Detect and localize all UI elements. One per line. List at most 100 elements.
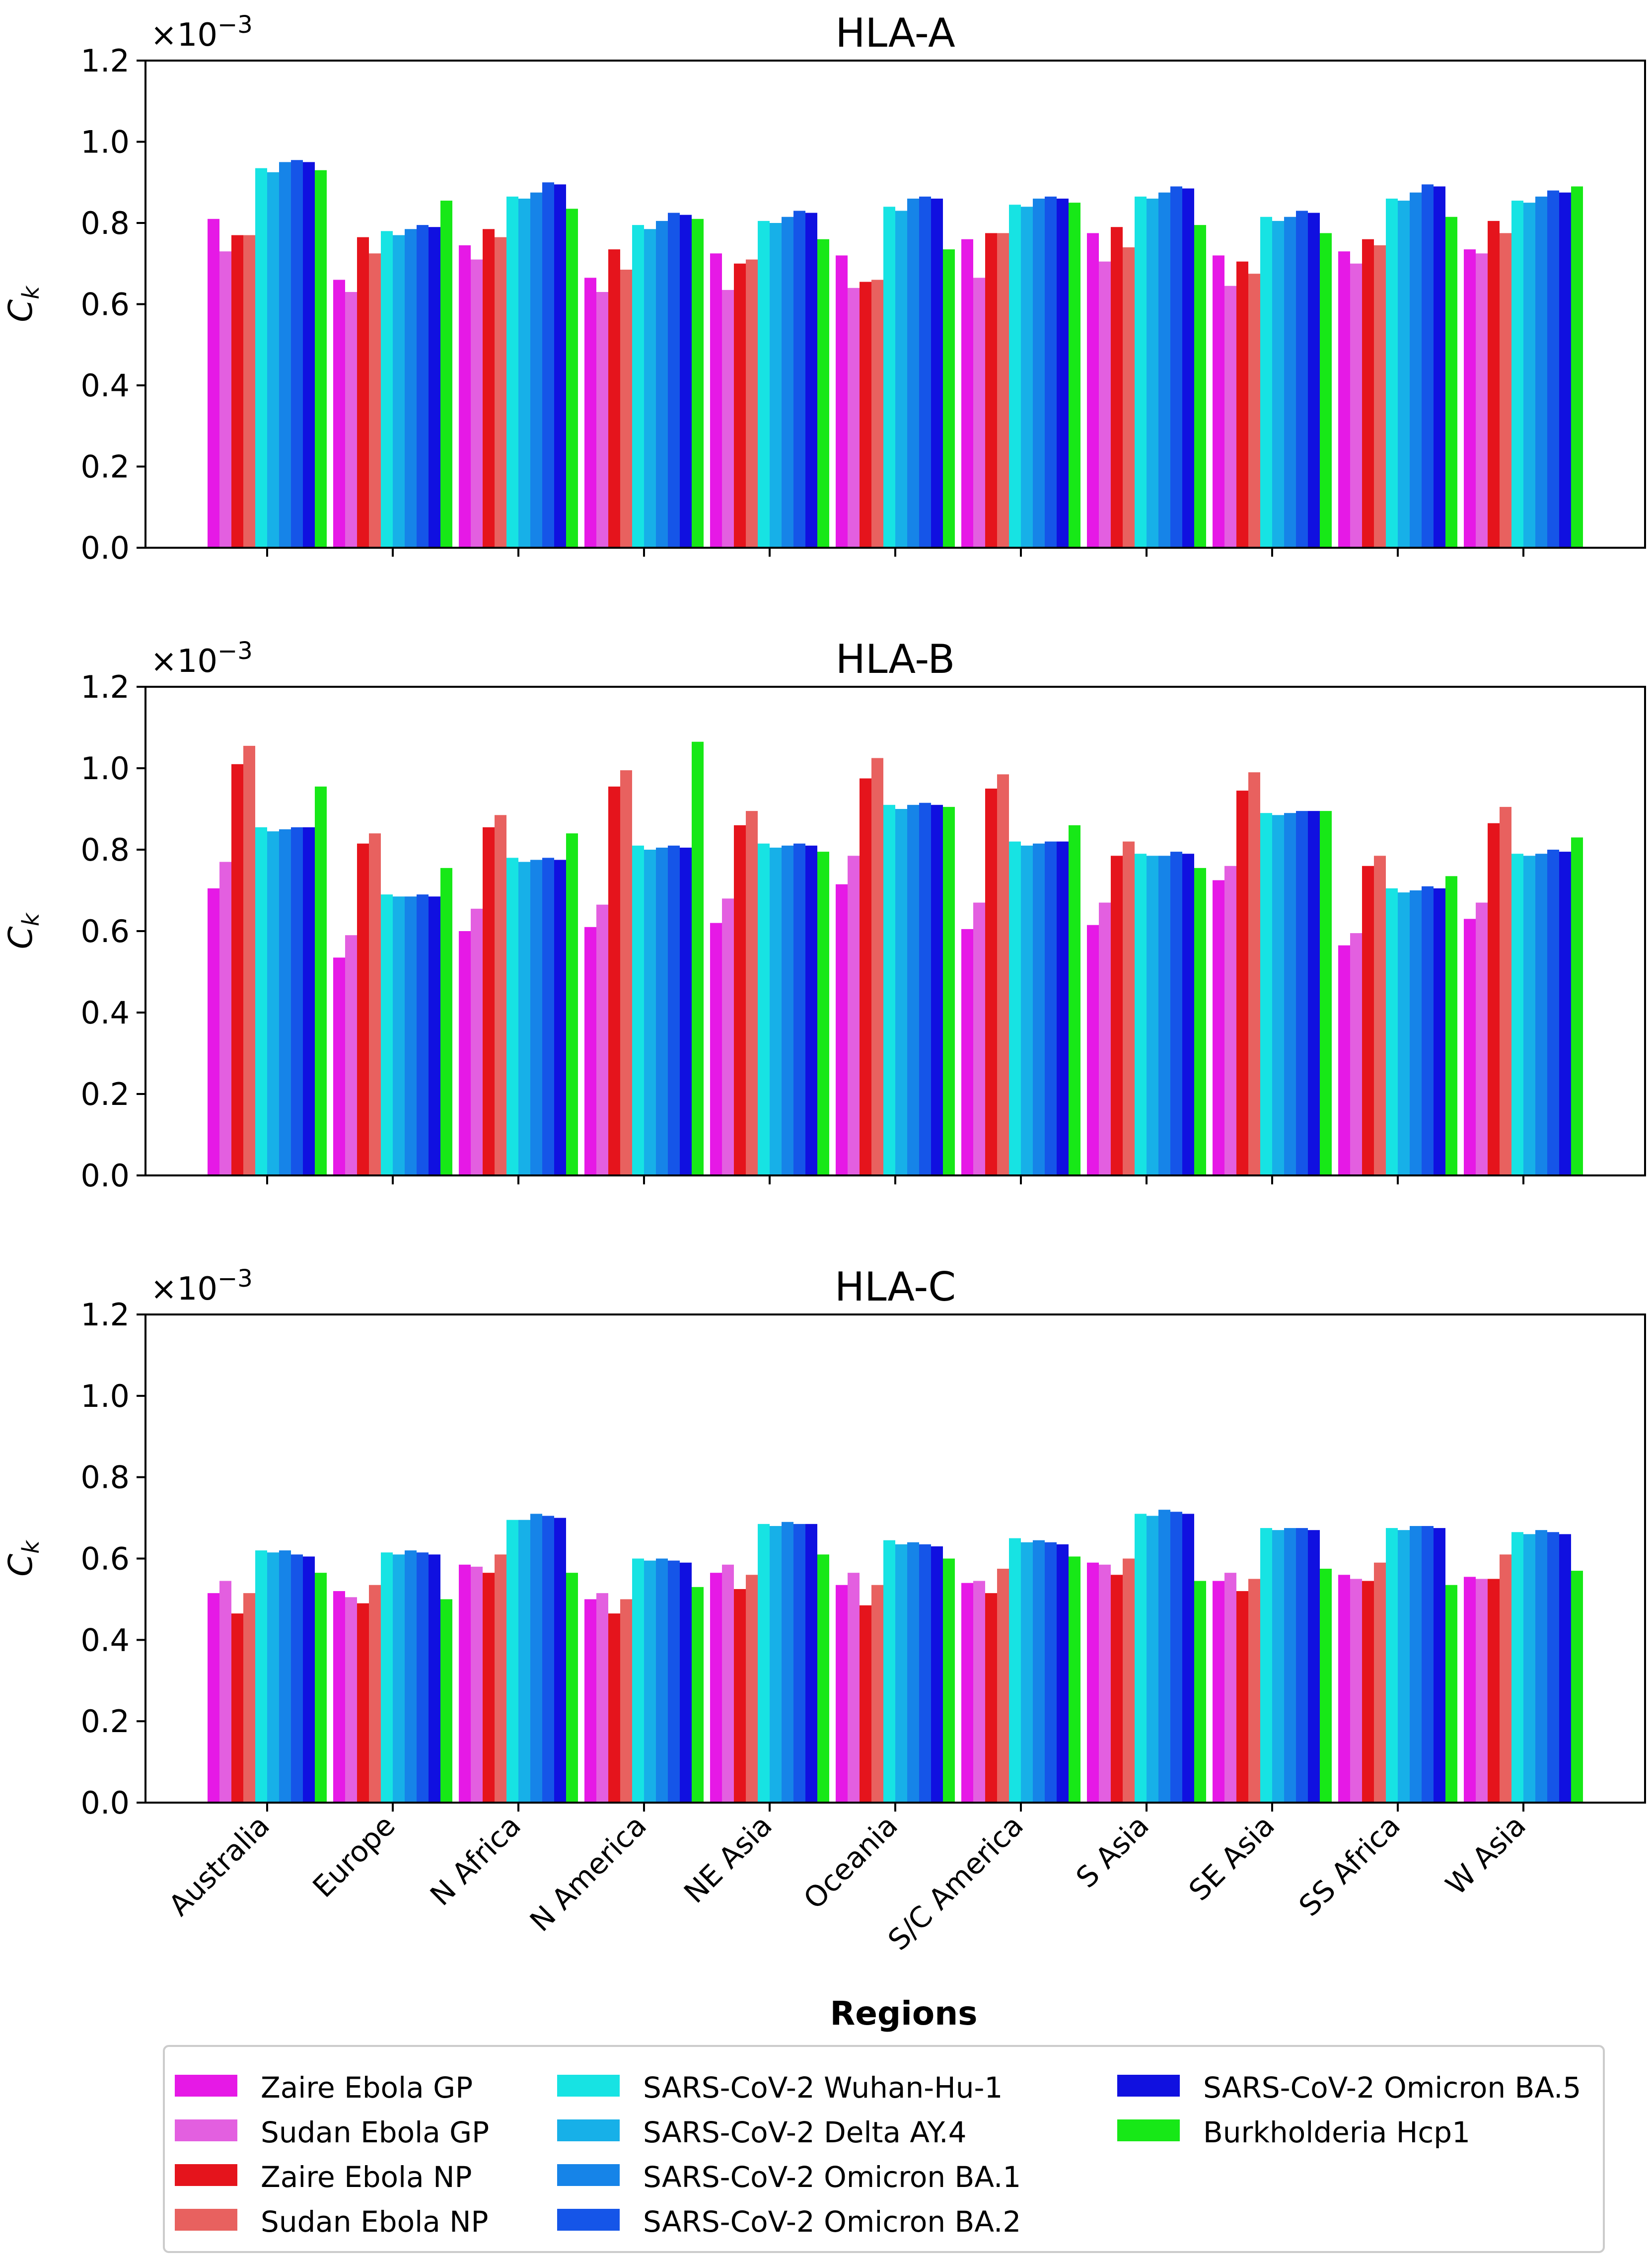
bar-n-africa-sars-cov-2-omicron-ba-2 xyxy=(542,1516,554,1803)
bar-europe-sars-cov-2-omicron-ba-2 xyxy=(417,225,429,548)
bar-ne-asia-sudan-ebola-np xyxy=(746,259,758,548)
bar-ne-asia-sudan-ebola-np xyxy=(746,811,758,1175)
y-axis-label: Ck xyxy=(1,912,44,949)
bar-ss-africa-sudan-ebola-np xyxy=(1374,1562,1386,1803)
bar-se-asia-sars-cov-2-omicron-ba-5 xyxy=(1308,811,1320,1175)
bar-n-africa-sars-cov-2-omicron-ba-1 xyxy=(530,192,542,548)
bar-s-c-america-sudan-ebola-np xyxy=(997,233,1009,548)
bar-ne-asia-zaire-ebola-gp xyxy=(710,253,722,548)
bar-n-africa-sars-cov-2-omicron-ba-1 xyxy=(530,1514,542,1803)
bar-n-africa-burkholderia-hcp1 xyxy=(566,1573,578,1803)
bar-ne-asia-sars-cov-2-delta-ay-4 xyxy=(770,847,782,1175)
plot-frame xyxy=(144,686,1646,1176)
bar-s-c-america-sars-cov-2-delta-ay-4 xyxy=(1021,207,1033,548)
bar-w-asia-zaire-ebola-np xyxy=(1488,220,1500,548)
legend-swatch-zaire-ebola-gp xyxy=(175,2075,237,2097)
bar-s-asia-sars-cov-2-omicron-ba-5 xyxy=(1182,854,1194,1175)
bar-s-c-america-sars-cov-2-delta-ay-4 xyxy=(1021,845,1033,1175)
bar-australia-sudan-ebola-np xyxy=(243,745,255,1175)
bar-se-asia-sars-cov-2-wuhan-hu-1 xyxy=(1260,1528,1272,1803)
bar-w-asia-sars-cov-2-omicron-ba-2 xyxy=(1547,190,1559,548)
chart-title: HLA-B xyxy=(836,636,955,682)
bar-se-asia-zaire-ebola-np xyxy=(1236,261,1248,548)
bar-ss-africa-sars-cov-2-wuhan-hu-1 xyxy=(1386,888,1398,1175)
y-tick-label: 0.8 xyxy=(80,1459,130,1496)
bar-s-c-america-zaire-ebola-gp xyxy=(961,1583,973,1803)
bar-oceania-sars-cov-2-delta-ay-4 xyxy=(895,1544,907,1803)
bar-australia-sudan-ebola-np xyxy=(243,1593,255,1803)
legend-label-sudan-ebola-np: Sudan Ebola NP xyxy=(261,2205,489,2239)
bar-w-asia-sars-cov-2-omicron-ba-5 xyxy=(1559,192,1571,548)
bar-s-c-america-sars-cov-2-omicron-ba-2 xyxy=(1045,1542,1057,1803)
bar-se-asia-sars-cov-2-wuhan-hu-1 xyxy=(1260,813,1272,1175)
plot-frame xyxy=(144,60,1646,549)
bar-se-asia-sars-cov-2-delta-ay-4 xyxy=(1272,815,1284,1175)
bar-australia-sars-cov-2-wuhan-hu-1 xyxy=(255,1550,267,1803)
bar-se-asia-sars-cov-2-omicron-ba-2 xyxy=(1296,211,1308,548)
legend-label-sars-cov-2-omicron-ba-2: SARS-CoV-2 Omicron BA.2 xyxy=(643,2205,1021,2239)
bar-australia-zaire-ebola-np xyxy=(231,235,243,548)
bar-ss-africa-sars-cov-2-omicron-ba-5 xyxy=(1434,186,1445,548)
legend-swatch-burkholderia-hcp1 xyxy=(1117,2119,1180,2141)
bar-s-asia-sars-cov-2-omicron-ba-1 xyxy=(1158,1510,1170,1803)
bar-n-america-sars-cov-2-omicron-ba-5 xyxy=(680,847,692,1175)
bar-s-c-america-sars-cov-2-wuhan-hu-1 xyxy=(1009,1538,1021,1803)
bar-n-america-sars-cov-2-wuhan-hu-1 xyxy=(632,845,644,1175)
bar-oceania-sudan-ebola-gp xyxy=(848,856,860,1175)
bar-n-america-sars-cov-2-omicron-ba-1 xyxy=(656,847,668,1175)
y-tick-label: 0.0 xyxy=(80,1785,130,1821)
bar-n-america-sars-cov-2-delta-ay-4 xyxy=(644,229,656,548)
bar-australia-zaire-ebola-np xyxy=(231,1613,243,1803)
bar-se-asia-burkholderia-hcp1 xyxy=(1320,811,1332,1175)
bar-s-c-america-sars-cov-2-delta-ay-4 xyxy=(1021,1542,1033,1803)
bar-europe-sars-cov-2-wuhan-hu-1 xyxy=(381,1552,393,1803)
legend-swatch-sars-cov-2-wuhan-hu-1 xyxy=(557,2075,620,2097)
bar-se-asia-burkholderia-hcp1 xyxy=(1320,1568,1332,1803)
bar-n-america-zaire-ebola-np xyxy=(608,786,620,1175)
bar-ne-asia-sars-cov-2-omicron-ba-2 xyxy=(793,843,805,1175)
bar-s-c-america-sars-cov-2-wuhan-hu-1 xyxy=(1009,841,1021,1175)
bar-australia-sars-cov-2-omicron-ba-1 xyxy=(279,829,291,1175)
bar-se-asia-sars-cov-2-delta-ay-4 xyxy=(1272,220,1284,548)
bar-ne-asia-sudan-ebola-gp xyxy=(722,1564,734,1803)
bar-ss-africa-sars-cov-2-wuhan-hu-1 xyxy=(1386,198,1398,548)
legend: Zaire Ebola GP Sudan Ebola GP Zaire Ebola … xyxy=(163,2045,1605,2253)
bar-ne-asia-zaire-ebola-gp xyxy=(710,923,722,1175)
bar-s-c-america-zaire-ebola-np xyxy=(985,1593,997,1803)
bar-oceania-sudan-ebola-np xyxy=(871,280,883,548)
bar-ne-asia-burkholderia-hcp1 xyxy=(817,852,829,1175)
chart-title: HLA-C xyxy=(835,1264,956,1310)
bar-s-asia-sars-cov-2-omicron-ba-2 xyxy=(1170,1512,1182,1803)
bar-n-america-burkholderia-hcp1 xyxy=(692,218,704,548)
bar-w-asia-sars-cov-2-omicron-ba-2 xyxy=(1547,850,1559,1175)
bar-oceania-sars-cov-2-omicron-ba-5 xyxy=(931,804,943,1175)
bar-australia-sudan-ebola-gp xyxy=(219,251,231,548)
bar-australia-sars-cov-2-wuhan-hu-1 xyxy=(255,168,267,548)
bar-ne-asia-zaire-ebola-gp xyxy=(710,1573,722,1803)
bar-oceania-zaire-ebola-gp xyxy=(836,255,848,548)
bar-se-asia-sudan-ebola-gp xyxy=(1224,286,1236,548)
bar-n-america-sars-cov-2-omicron-ba-5 xyxy=(680,1562,692,1803)
bar-ss-africa-sudan-ebola-gp xyxy=(1350,1579,1362,1803)
bar-n-africa-sars-cov-2-omicron-ba-1 xyxy=(530,860,542,1175)
bar-ne-asia-sars-cov-2-omicron-ba-1 xyxy=(782,217,793,548)
bar-ne-asia-sars-cov-2-omicron-ba-1 xyxy=(782,1522,793,1803)
bar-oceania-sars-cov-2-omicron-ba-1 xyxy=(907,1542,919,1803)
bar-europe-burkholderia-hcp1 xyxy=(440,201,452,548)
y-tick-label: 0.2 xyxy=(80,1076,130,1112)
bar-n-africa-sars-cov-2-wuhan-hu-1 xyxy=(506,196,518,548)
legend-label-sars-cov-2-omicron-ba-1: SARS-CoV-2 Omicron BA.1 xyxy=(643,2160,1021,2194)
bar-ss-africa-burkholderia-hcp1 xyxy=(1445,876,1457,1175)
bar-europe-burkholderia-hcp1 xyxy=(440,1599,452,1803)
bar-w-asia-zaire-ebola-gp xyxy=(1464,1577,1476,1803)
bar-europe-sars-cov-2-omicron-ba-1 xyxy=(405,229,417,548)
bar-w-asia-sars-cov-2-wuhan-hu-1 xyxy=(1511,1532,1523,1803)
bar-oceania-sars-cov-2-omicron-ba-1 xyxy=(907,198,919,548)
bar-oceania-sars-cov-2-omicron-ba-2 xyxy=(919,1544,931,1803)
bar-s-c-america-sudan-ebola-gp xyxy=(973,278,985,548)
bar-se-asia-sars-cov-2-omicron-ba-2 xyxy=(1296,1528,1308,1803)
bar-n-america-sars-cov-2-omicron-ba-5 xyxy=(680,215,692,548)
bar-s-c-america-zaire-ebola-np xyxy=(985,233,997,548)
legend-swatch-sars-cov-2-omicron-ba-1 xyxy=(557,2164,620,2186)
bar-oceania-sars-cov-2-omicron-ba-2 xyxy=(919,802,931,1175)
